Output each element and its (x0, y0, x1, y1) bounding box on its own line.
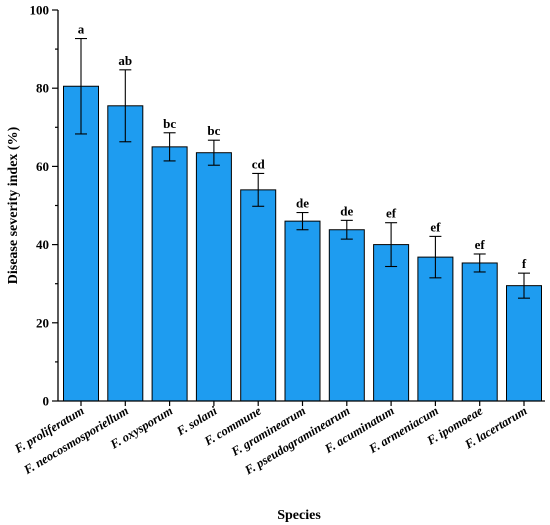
y-tick-label: 60 (36, 159, 49, 174)
significance-label: ef (475, 237, 486, 252)
significance-labels-group: a ab bc bc cd de de ef ef ef f (78, 22, 527, 272)
x-axis-title: Species (277, 508, 321, 523)
y-axis-title: Disease severity index (%) (6, 126, 21, 284)
y-tick-label: 40 (36, 237, 49, 252)
y-ticks-group: 0 20 40 60 80 100 (30, 3, 58, 409)
y-tick-label: 20 (36, 315, 49, 330)
significance-label: ab (118, 53, 132, 68)
significance-label: a (78, 22, 85, 37)
significance-label: cd (252, 156, 266, 171)
significance-label: de (340, 203, 353, 218)
bar (506, 285, 542, 402)
bar (328, 229, 365, 402)
significance-label: bc (163, 116, 176, 131)
bar (461, 262, 498, 402)
significance-label: de (296, 196, 309, 211)
y-tick-label: 80 (36, 81, 49, 96)
y-tick-label: 100 (30, 3, 50, 18)
bar (240, 189, 277, 402)
significance-label: bc (207, 123, 220, 138)
significance-label: ef (386, 206, 397, 221)
bar (63, 85, 99, 402)
bar (417, 256, 454, 402)
bar (195, 152, 232, 402)
significance-label: f (522, 256, 527, 271)
significance-label: ef (430, 219, 441, 234)
error-bars-group (75, 37, 530, 299)
y-tick-label: 0 (43, 394, 50, 409)
bars-group (63, 85, 542, 402)
bar (107, 105, 144, 402)
bar (284, 220, 321, 402)
bar (373, 244, 410, 402)
bar (151, 146, 188, 402)
